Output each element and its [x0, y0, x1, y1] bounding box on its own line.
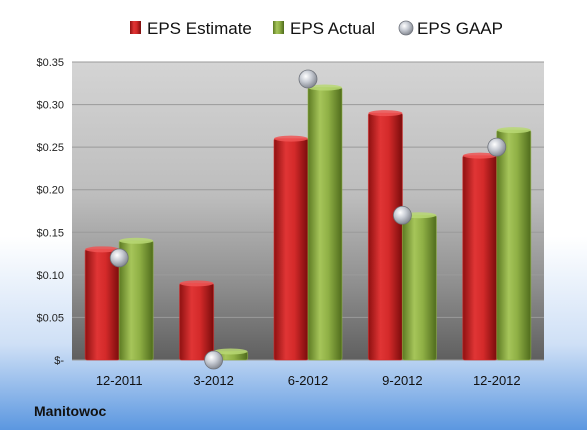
estimate-bar — [273, 138, 309, 361]
gaap-marker — [109, 248, 129, 268]
estimate-bar-top — [274, 135, 308, 142]
y-axis: $- $0.05 $0.10 $0.15 $0.20 $0.25 $0.30 $0.35 — [36, 57, 64, 367]
legend-actual-swatch — [273, 21, 284, 34]
y-tick-label: $0.05 — [36, 312, 64, 324]
legend-estimate-swatch — [130, 21, 141, 34]
estimate-bar-top — [462, 152, 497, 159]
legend-actual-label: EPS Actual — [290, 19, 375, 38]
y-tick-label: $0.35 — [36, 57, 64, 69]
gaap-markers — [109, 69, 507, 370]
x-tick-label: 3-2012 — [193, 373, 233, 388]
actual-bar-top — [496, 127, 531, 134]
y-tick-label: $0.15 — [36, 227, 64, 239]
legend-gaap-label: EPS GAAP — [417, 19, 503, 38]
estimate-bar — [462, 155, 498, 361]
x-tick-label: 6-2012 — [288, 373, 328, 388]
estimate-bar — [367, 112, 403, 361]
gaap-marker — [487, 137, 507, 157]
y-tick-label: $0.20 — [36, 185, 64, 197]
gaap-marker — [392, 205, 412, 225]
legend-gaap-swatch — [398, 20, 414, 36]
estimate-bar-top — [85, 246, 120, 253]
actual-bar — [307, 87, 343, 361]
company-label: Manitowoc — [34, 403, 107, 419]
actual-bar-top — [308, 84, 342, 91]
estimate-bar-top — [179, 280, 214, 287]
actual-bar — [401, 214, 437, 361]
actual-bar-top — [213, 348, 248, 355]
x-tick-label: 9-2012 — [382, 373, 422, 388]
estimate-bar-top — [368, 110, 403, 117]
y-tick-label: $- — [54, 355, 64, 367]
actual-bar-top — [119, 237, 154, 244]
estimate-bar — [84, 248, 120, 361]
gaap-marker — [298, 69, 318, 89]
legend-estimate-label: EPS Estimate — [147, 19, 252, 38]
x-tick-label: 12-2011 — [96, 373, 143, 388]
bars — [84, 84, 532, 361]
estimate-bar — [179, 282, 215, 361]
gaap-marker — [204, 350, 224, 370]
x-axis: 12-2011 3-2012 6-2012 9-2012 12-2012 — [96, 373, 521, 388]
y-tick-label: $0.30 — [36, 100, 64, 112]
actual-bar — [496, 129, 532, 361]
x-tick-label: 12-2012 — [473, 373, 521, 388]
legend: EPS Estimate EPS Actual EPS GAAP — [130, 19, 503, 38]
y-tick-label: $0.10 — [36, 270, 64, 282]
y-tick-label: $0.25 — [36, 142, 64, 154]
